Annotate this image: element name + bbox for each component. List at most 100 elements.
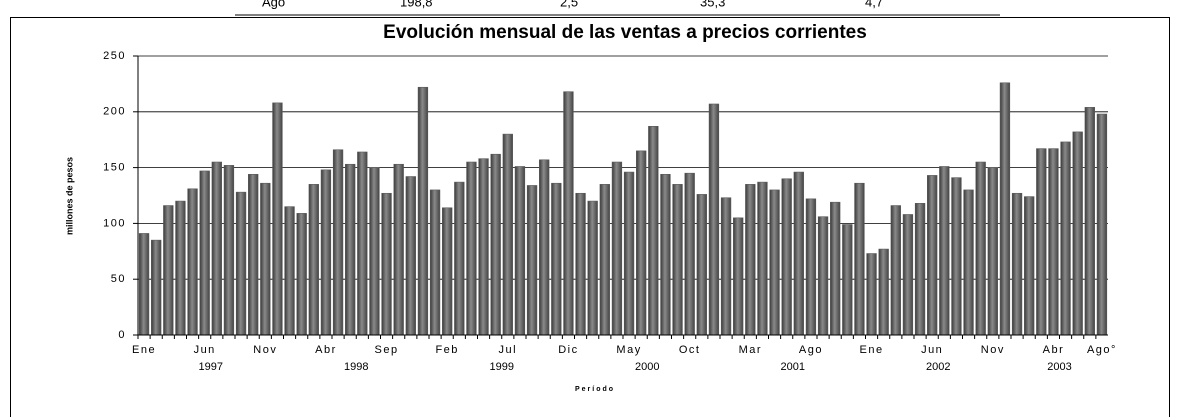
bar [260,182,271,336]
y-tick-label: 50 [111,273,126,285]
bar [878,248,889,336]
bar [551,182,562,336]
x-axis-label: Período [575,386,615,393]
bar [163,205,174,336]
year-label: 1999 [490,361,514,373]
x-tick-label: Feb [435,344,458,356]
bar [187,188,198,336]
header-cell: Ago [262,0,285,9]
bar [151,239,162,336]
bar [223,165,235,336]
bar [842,224,853,336]
bar [296,213,307,336]
bar [514,166,526,336]
x-tick-label: May [616,344,641,356]
bar [466,161,477,336]
bar [1096,113,1108,336]
bar [963,189,974,336]
bar [757,181,768,336]
bar [684,172,695,336]
bar [1024,196,1035,336]
x-tick-label: Dic [558,344,578,356]
bar [987,167,998,336]
bar [733,217,744,336]
bar [817,216,829,336]
bar [951,177,962,336]
bar [138,233,150,336]
bar [502,133,513,336]
x-tick-label: Oct [679,344,701,356]
bar [745,184,756,336]
x-tick-label: Sep [375,344,399,356]
bar [454,181,465,336]
header-cell: 198,8 [400,0,433,9]
x-tick-label: Jun [194,344,216,356]
bar [308,184,319,336]
header-cell: 35,3 [700,0,725,9]
bar [526,185,538,336]
bar [320,169,332,336]
header-cell: 2,5 [560,0,578,9]
bar [490,153,501,336]
bar [611,161,623,336]
bar [1048,148,1059,336]
bar [708,103,720,336]
x-tick-label: Nov [253,344,277,356]
x-tick-label: Mar [739,344,762,356]
x-tick-label: Ene [132,344,156,356]
bar [429,189,441,336]
bar [284,206,295,336]
bar [235,191,247,336]
bar [830,201,841,336]
bar [199,170,210,336]
bar [1084,107,1095,336]
bar [442,207,453,336]
bar [672,184,683,336]
bar [696,194,707,336]
bar [575,192,586,336]
x-tick-label: Abr [315,344,337,356]
year-label: 2000 [635,361,659,373]
x-tick-label: Ago° [1087,344,1117,356]
bar [417,86,429,336]
bar [854,182,865,336]
bar [866,253,877,336]
bar [1060,141,1071,336]
bar [805,198,817,336]
year-label: 2001 [781,361,805,373]
year-label: 1998 [344,361,368,373]
bar [393,163,404,336]
y-tick-label: 250 [103,50,126,62]
bar [345,163,356,336]
bar [1011,192,1023,336]
bar [939,166,950,336]
x-tick-label: Jun [921,344,943,356]
chart-frame [10,17,1170,417]
y-tick-label: 0 [118,329,126,341]
bar [793,171,804,336]
bar [902,214,914,336]
year-label: 1997 [199,361,223,373]
y-tick-label: 150 [103,162,126,174]
bar [369,167,380,336]
year-label: 2003 [1047,361,1071,373]
bar [914,203,926,336]
bar [636,150,647,336]
bar [1072,131,1083,336]
chart-title: Evolución mensual de las ventas a precio… [383,22,867,43]
y-tick-label: 100 [103,217,126,229]
bar [587,200,598,336]
y-axis-label: millones de pesos [64,157,74,235]
x-tick-label: Jul [499,344,518,356]
bar [660,173,671,336]
year-label: 2002 [926,361,950,373]
bar [975,161,986,336]
bar [272,102,283,336]
bar [1036,148,1047,336]
bar [478,158,489,336]
bar [890,205,901,336]
bar [769,189,780,336]
x-tick-label: Ene [860,344,884,356]
bar [623,171,635,336]
